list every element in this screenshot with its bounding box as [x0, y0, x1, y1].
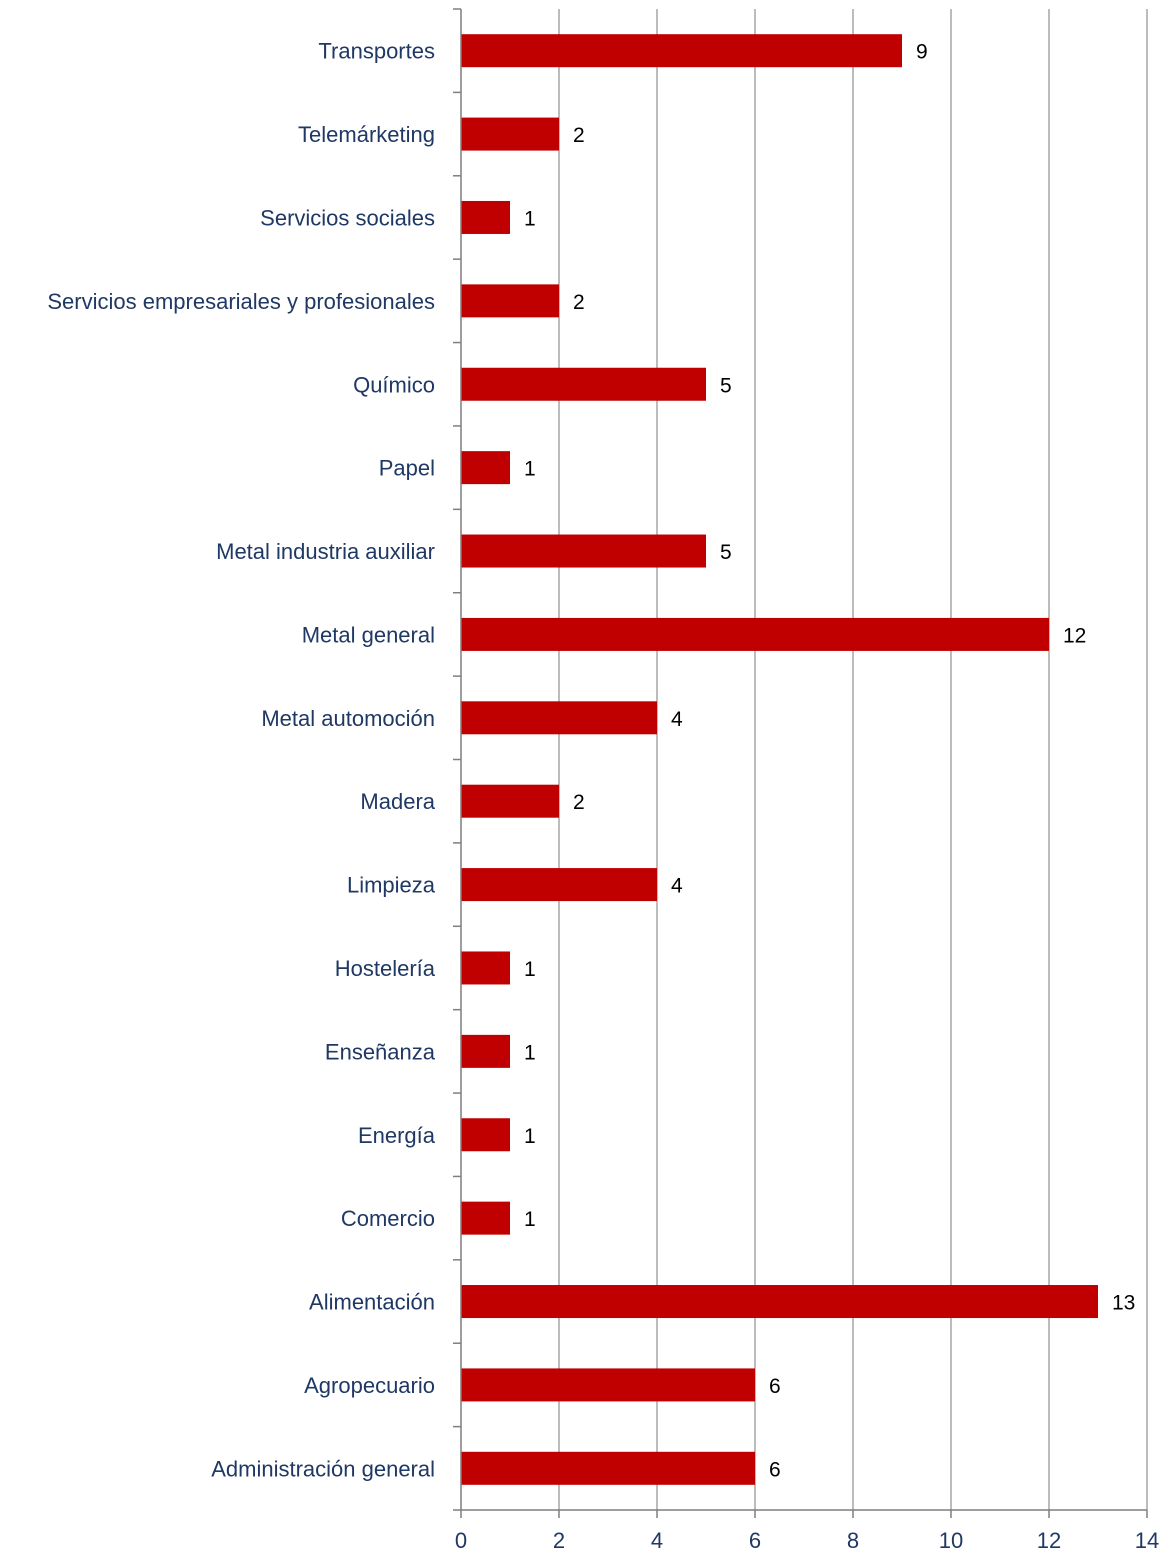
category-label: Limpieza [347, 873, 436, 898]
x-tick-label: 6 [749, 1528, 761, 1553]
category-label: Servicios empresariales y profesionales [47, 289, 435, 314]
data-label: 2 [573, 124, 585, 147]
bar [461, 200, 510, 234]
data-label: 1 [524, 1041, 536, 1064]
data-label: 6 [769, 1375, 781, 1398]
x-tick-label: 4 [651, 1528, 663, 1553]
bar [461, 1118, 510, 1152]
data-label: 4 [671, 708, 683, 731]
category-label: Agropecuario [304, 1373, 435, 1398]
category-label: Alimentación [309, 1290, 435, 1315]
data-label: 13 [1112, 1292, 1135, 1315]
category-label: Papel [379, 456, 435, 481]
category-label: Telemárketing [298, 122, 435, 147]
category-label: Transportes [318, 39, 435, 64]
category-label: Metal general [302, 622, 435, 647]
data-label: 6 [769, 1458, 781, 1481]
bar [461, 367, 706, 401]
bar [461, 451, 510, 485]
data-label: 12 [1063, 624, 1086, 647]
x-tick-label: 8 [847, 1528, 859, 1553]
category-label: Enseñanza [325, 1039, 436, 1064]
bar [461, 117, 559, 151]
category-label: Madera [360, 789, 435, 814]
bar [461, 1451, 755, 1485]
data-label: 1 [524, 458, 536, 481]
category-label: Servicios sociales [260, 205, 435, 230]
category-label: Energía [358, 1123, 436, 1148]
x-tick-label: 2 [553, 1528, 565, 1553]
x-tick-label: 10 [939, 1528, 963, 1553]
bar [461, 1034, 510, 1068]
bar [461, 1201, 510, 1235]
bar [461, 868, 657, 902]
data-label: 5 [720, 541, 732, 564]
gridlines [558, 9, 1148, 1510]
data-label: 1 [524, 1208, 536, 1231]
bar [461, 784, 559, 818]
x-tick-label: 12 [1037, 1528, 1061, 1553]
bar [461, 534, 706, 568]
category-label: Químico [353, 372, 435, 397]
bar [461, 284, 559, 318]
bar [461, 34, 902, 68]
bar [461, 1368, 755, 1402]
category-label: Metal industria auxiliar [216, 539, 435, 564]
data-label: 1 [524, 958, 536, 981]
x-tick-label: 14 [1135, 1528, 1159, 1553]
bar [461, 951, 510, 985]
x-tick-label: 0 [455, 1528, 467, 1553]
data-label: 5 [720, 374, 732, 397]
bar [461, 617, 1049, 651]
axes [453, 8, 1148, 1518]
bar [461, 701, 657, 735]
data-label: 2 [573, 791, 585, 814]
data-label: 9 [916, 41, 928, 64]
category-label: Hostelería [335, 956, 436, 981]
data-label: 1 [524, 207, 536, 230]
category-label: Metal automoción [261, 706, 435, 731]
bars [461, 34, 1098, 1485]
data-label: 2 [573, 291, 585, 314]
category-label: Administración general [211, 1456, 435, 1481]
category-label: Comercio [341, 1206, 435, 1231]
data-label: 1 [524, 1125, 536, 1148]
bar [461, 1285, 1098, 1319]
data-label: 4 [671, 875, 683, 898]
